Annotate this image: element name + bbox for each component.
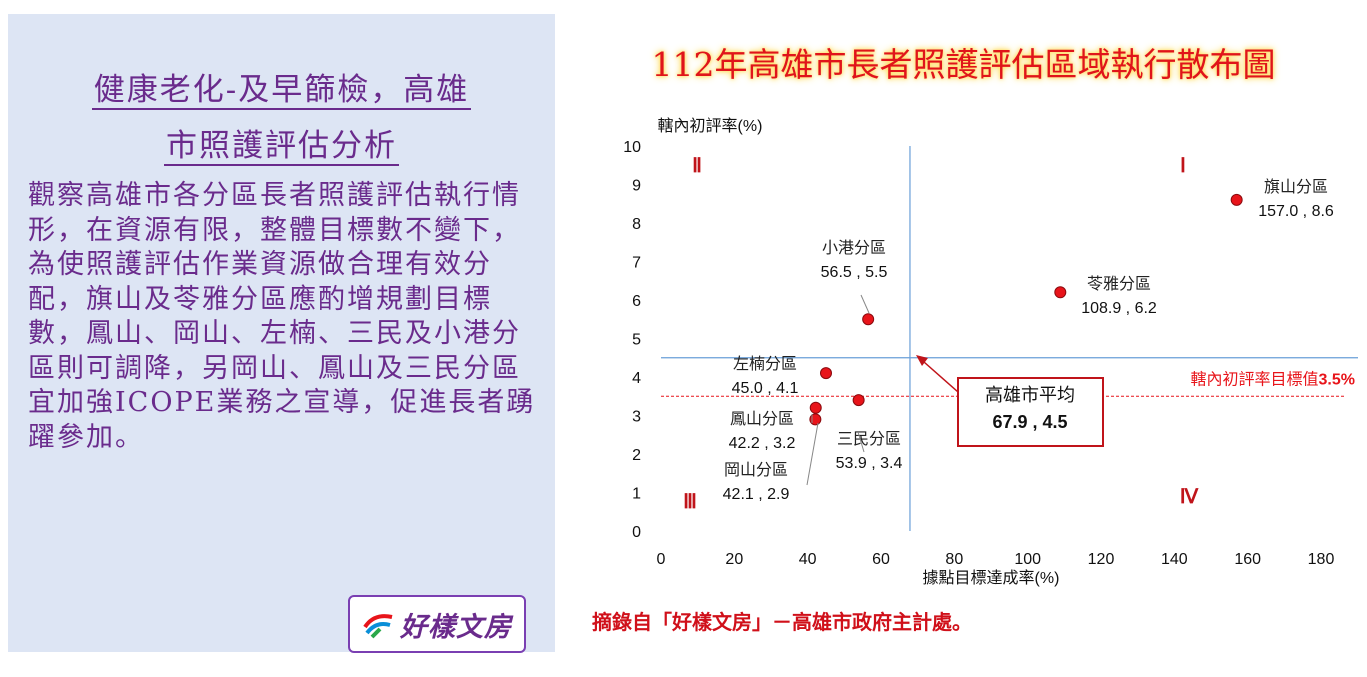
- point-value-label: 45.0 , 4.1: [732, 380, 799, 397]
- panel-body-text: 觀察高雄市各分區長者照護評估執行情形，在資源有限，整體目標數不變下，為使照護評估…: [28, 180, 536, 453]
- data-point: [852, 394, 865, 407]
- logo-text: 好樣文房: [400, 611, 512, 643]
- point-value-label: 157.0 , 8.6: [1258, 203, 1334, 220]
- panel-title-line1: 健康老化-及早篩檢，高雄: [91, 72, 472, 110]
- data-point: [1054, 286, 1067, 299]
- x-tick-label: 80: [945, 551, 963, 568]
- panel-title: 健康老化-及早篩檢，高雄 市照護評估分析: [8, 62, 555, 174]
- quadrant-label: Ⅳ: [1180, 486, 1199, 508]
- point-name-label: 三民分區: [837, 430, 901, 448]
- x-tick-label: 160: [1234, 551, 1261, 568]
- point-value-label: 53.9 , 3.4: [836, 455, 903, 472]
- point-name-label: 岡山分區: [724, 461, 788, 479]
- point-name-label: 旗山分區: [1264, 178, 1328, 196]
- quadrant-label: Ⅰ: [1180, 155, 1186, 177]
- x-axis-title: 據點目標達成率(%): [923, 569, 1060, 587]
- logo: 好樣文房: [348, 595, 526, 653]
- point-name-label: 左楠分區: [733, 355, 797, 373]
- y-tick-label: 1: [632, 486, 641, 503]
- x-tick-label: 180: [1308, 551, 1335, 568]
- x-tick-label: 120: [1088, 551, 1115, 568]
- x-tick-label: 100: [1014, 551, 1041, 568]
- point-value-label: 42.2 , 3.2: [729, 435, 796, 452]
- x-tick-label: 20: [725, 551, 743, 568]
- source-credit: 摘錄自「好樣文房」－高雄市政府主計處。: [592, 610, 972, 634]
- y-tick-label: 0: [632, 524, 641, 541]
- average-callout-arrow: [923, 361, 959, 393]
- point-value-label: 42.1 , 2.9: [723, 486, 790, 503]
- average-callout-arrowhead: [916, 355, 928, 366]
- data-point: [809, 413, 822, 426]
- target-label: 轄內初評率目標值3.5%: [1191, 370, 1355, 388]
- average-callout-name: 高雄市平均: [985, 385, 1075, 405]
- y-tick-label: 5: [632, 332, 641, 349]
- y-tick-label: 9: [632, 178, 641, 195]
- quadrant-label: Ⅲ: [683, 491, 697, 513]
- average-callout-value: 67.9 , 4.5: [992, 412, 1067, 432]
- leader-line: [857, 431, 865, 453]
- x-tick-label: 140: [1161, 551, 1188, 568]
- data-point: [1230, 193, 1243, 206]
- y-tick-label: 10: [623, 139, 641, 156]
- data-point: [820, 367, 832, 380]
- point-value-label: 56.5 , 5.5: [821, 264, 888, 281]
- point-value-label: 108.9 , 6.2: [1081, 300, 1157, 317]
- data-point: [862, 313, 875, 326]
- text-panel: 健康老化-及早篩檢，高雄 市照護評估分析 觀察高雄市各分區長者照護評估執行情形，…: [8, 14, 555, 652]
- leader-line: [806, 422, 819, 486]
- x-tick-label: 40: [799, 551, 817, 568]
- chart-title: 112年高雄市長者照護評估區域執行散布圖: [651, 45, 1276, 84]
- leader-line: [860, 294, 870, 314]
- y-axis-title: 轄內初評率(%): [658, 117, 763, 135]
- y-tick-label: 3: [632, 409, 641, 426]
- x-tick-label: 0: [657, 551, 666, 568]
- point-name-label: 鳳山分區: [730, 410, 794, 428]
- point-name-label: 苓雅分區: [1087, 275, 1151, 293]
- y-tick-label: 4: [632, 370, 641, 387]
- y-tick-label: 6: [632, 293, 641, 310]
- x-tick-label: 60: [872, 551, 890, 568]
- quadrant-label: Ⅱ: [692, 155, 702, 177]
- y-tick-label: 8: [632, 216, 641, 233]
- y-tick-label: 2: [632, 447, 641, 464]
- y-tick-label: 7: [632, 255, 641, 272]
- panel-title-line2: 市照護評估分析: [164, 128, 399, 166]
- swoosh-icon: [363, 614, 393, 639]
- data-point: [809, 401, 822, 414]
- point-name-label: 小港分區: [822, 239, 886, 257]
- average-callout-box: [957, 377, 1104, 447]
